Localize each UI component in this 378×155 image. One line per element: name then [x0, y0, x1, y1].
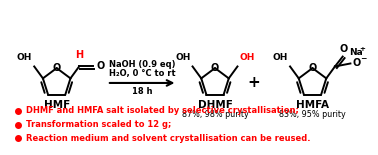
- Text: Reaction medium and solvent crystallisation can be reused.: Reaction medium and solvent crystallisat…: [26, 134, 310, 143]
- Text: DHMF: DHMF: [198, 100, 232, 110]
- Text: +: +: [247, 75, 260, 91]
- Text: Transformation scaled to 12 g;: Transformation scaled to 12 g;: [26, 120, 171, 129]
- Text: O: O: [352, 58, 361, 67]
- Text: OH: OH: [273, 53, 288, 62]
- Text: O: O: [96, 61, 105, 71]
- Text: OH: OH: [175, 53, 191, 62]
- Text: O: O: [211, 63, 219, 73]
- Text: H₂O, 0 °C to rt: H₂O, 0 °C to rt: [109, 69, 175, 78]
- Text: +: +: [359, 46, 365, 52]
- Text: HMFA: HMFA: [296, 100, 329, 110]
- Text: H: H: [75, 50, 83, 60]
- Text: O: O: [53, 63, 61, 73]
- Text: 18 h: 18 h: [132, 87, 152, 96]
- Text: O: O: [339, 44, 348, 54]
- Text: OH: OH: [239, 53, 255, 62]
- Text: −: −: [360, 54, 366, 63]
- Text: NaOH (0.9 eq): NaOH (0.9 eq): [109, 60, 175, 69]
- Text: 83%, 95% purity: 83%, 95% purity: [279, 110, 346, 119]
- Text: HMF: HMF: [43, 100, 70, 110]
- Text: 87%, 98% purity: 87%, 98% purity: [182, 110, 248, 119]
- Text: DHMF and HMFA salt isolated by selective crystallisation;: DHMF and HMFA salt isolated by selective…: [26, 106, 299, 115]
- Text: Na: Na: [349, 48, 363, 57]
- Text: OH: OH: [17, 53, 32, 62]
- Text: O: O: [308, 63, 317, 73]
